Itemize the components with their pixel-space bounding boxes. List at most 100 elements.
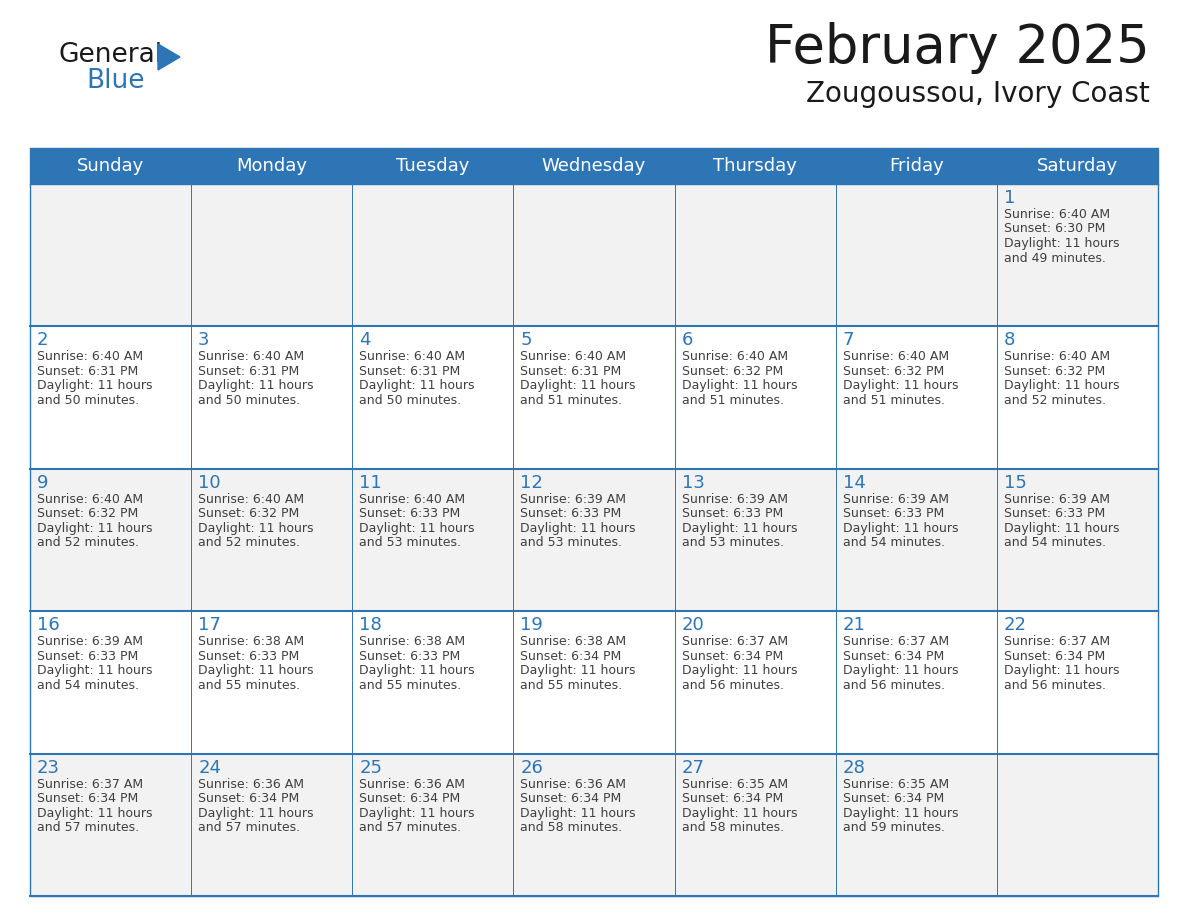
Text: Daylight: 11 hours: Daylight: 11 hours bbox=[37, 807, 152, 820]
Text: Sunrise: 6:37 AM: Sunrise: 6:37 AM bbox=[842, 635, 949, 648]
Text: and 51 minutes.: and 51 minutes. bbox=[682, 394, 784, 407]
Text: Daylight: 11 hours: Daylight: 11 hours bbox=[682, 521, 797, 535]
Text: and 52 minutes.: and 52 minutes. bbox=[1004, 394, 1106, 407]
Text: and 56 minutes.: and 56 minutes. bbox=[682, 678, 784, 691]
Text: 25: 25 bbox=[359, 758, 383, 777]
Text: Sunrise: 6:40 AM: Sunrise: 6:40 AM bbox=[198, 351, 304, 364]
Text: Thursday: Thursday bbox=[713, 157, 797, 175]
Text: Daylight: 11 hours: Daylight: 11 hours bbox=[842, 807, 959, 820]
Bar bbox=[30, 184, 1158, 327]
Text: Sunset: 6:33 PM: Sunset: 6:33 PM bbox=[682, 508, 783, 521]
Text: Sunset: 6:34 PM: Sunset: 6:34 PM bbox=[520, 792, 621, 805]
Text: Sunset: 6:34 PM: Sunset: 6:34 PM bbox=[842, 650, 944, 663]
Text: and 50 minutes.: and 50 minutes. bbox=[198, 394, 301, 407]
Text: Sunrise: 6:35 AM: Sunrise: 6:35 AM bbox=[842, 778, 949, 790]
Text: Monday: Monday bbox=[236, 157, 308, 175]
Text: 22: 22 bbox=[1004, 616, 1026, 634]
Text: Daylight: 11 hours: Daylight: 11 hours bbox=[359, 665, 475, 677]
Text: Sunset: 6:31 PM: Sunset: 6:31 PM bbox=[37, 364, 138, 378]
Bar bbox=[30, 148, 1158, 896]
Text: Wednesday: Wednesday bbox=[542, 157, 646, 175]
Text: Sunset: 6:34 PM: Sunset: 6:34 PM bbox=[359, 792, 461, 805]
Text: 4: 4 bbox=[359, 331, 371, 350]
Text: and 51 minutes.: and 51 minutes. bbox=[520, 394, 623, 407]
Text: 18: 18 bbox=[359, 616, 383, 634]
Text: Daylight: 11 hours: Daylight: 11 hours bbox=[359, 521, 475, 535]
Text: and 58 minutes.: and 58 minutes. bbox=[520, 821, 623, 834]
Text: Sunrise: 6:39 AM: Sunrise: 6:39 AM bbox=[1004, 493, 1110, 506]
Text: Sunset: 6:34 PM: Sunset: 6:34 PM bbox=[520, 650, 621, 663]
Text: Daylight: 11 hours: Daylight: 11 hours bbox=[520, 807, 636, 820]
Text: Sunset: 6:34 PM: Sunset: 6:34 PM bbox=[682, 650, 783, 663]
Text: 12: 12 bbox=[520, 474, 543, 492]
Text: Tuesday: Tuesday bbox=[396, 157, 469, 175]
Text: Sunset: 6:34 PM: Sunset: 6:34 PM bbox=[37, 792, 138, 805]
Text: and 56 minutes.: and 56 minutes. bbox=[1004, 678, 1106, 691]
Text: and 57 minutes.: and 57 minutes. bbox=[37, 821, 139, 834]
Text: and 51 minutes.: and 51 minutes. bbox=[842, 394, 944, 407]
Bar bbox=[30, 148, 1158, 184]
Text: and 54 minutes.: and 54 minutes. bbox=[842, 536, 944, 549]
Text: Sunset: 6:32 PM: Sunset: 6:32 PM bbox=[198, 508, 299, 521]
Bar bbox=[30, 148, 1158, 896]
Text: Sunset: 6:32 PM: Sunset: 6:32 PM bbox=[37, 508, 138, 521]
Text: Daylight: 11 hours: Daylight: 11 hours bbox=[37, 379, 152, 392]
Text: and 55 minutes.: and 55 minutes. bbox=[520, 678, 623, 691]
Text: 24: 24 bbox=[198, 758, 221, 777]
Text: Sunset: 6:32 PM: Sunset: 6:32 PM bbox=[682, 364, 783, 378]
Text: Sunrise: 6:39 AM: Sunrise: 6:39 AM bbox=[682, 493, 788, 506]
Text: Sunrise: 6:40 AM: Sunrise: 6:40 AM bbox=[1004, 351, 1110, 364]
Text: Daylight: 11 hours: Daylight: 11 hours bbox=[682, 665, 797, 677]
Text: and 52 minutes.: and 52 minutes. bbox=[198, 536, 301, 549]
Text: Sunset: 6:32 PM: Sunset: 6:32 PM bbox=[842, 364, 944, 378]
Text: Sunset: 6:33 PM: Sunset: 6:33 PM bbox=[359, 508, 461, 521]
Text: 7: 7 bbox=[842, 331, 854, 350]
Text: Sunrise: 6:40 AM: Sunrise: 6:40 AM bbox=[37, 493, 143, 506]
Text: Daylight: 11 hours: Daylight: 11 hours bbox=[520, 379, 636, 392]
Text: Sunrise: 6:39 AM: Sunrise: 6:39 AM bbox=[520, 493, 626, 506]
Text: Daylight: 11 hours: Daylight: 11 hours bbox=[198, 665, 314, 677]
Bar bbox=[30, 754, 1158, 896]
Text: and 49 minutes.: and 49 minutes. bbox=[1004, 252, 1106, 264]
Text: Sunrise: 6:40 AM: Sunrise: 6:40 AM bbox=[520, 351, 626, 364]
Text: February 2025: February 2025 bbox=[765, 22, 1150, 74]
Text: Sunset: 6:31 PM: Sunset: 6:31 PM bbox=[359, 364, 461, 378]
Text: Daylight: 11 hours: Daylight: 11 hours bbox=[842, 379, 959, 392]
Text: Sunrise: 6:37 AM: Sunrise: 6:37 AM bbox=[1004, 635, 1110, 648]
Text: Daylight: 11 hours: Daylight: 11 hours bbox=[520, 665, 636, 677]
Text: Daylight: 11 hours: Daylight: 11 hours bbox=[37, 521, 152, 535]
Text: Daylight: 11 hours: Daylight: 11 hours bbox=[37, 665, 152, 677]
Text: and 57 minutes.: and 57 minutes. bbox=[198, 821, 301, 834]
Text: Daylight: 11 hours: Daylight: 11 hours bbox=[198, 807, 314, 820]
Text: Daylight: 11 hours: Daylight: 11 hours bbox=[520, 521, 636, 535]
Text: Sunset: 6:33 PM: Sunset: 6:33 PM bbox=[842, 508, 944, 521]
Text: 5: 5 bbox=[520, 331, 532, 350]
Text: 15: 15 bbox=[1004, 474, 1026, 492]
Text: Sunrise: 6:40 AM: Sunrise: 6:40 AM bbox=[682, 351, 788, 364]
Text: Sunset: 6:34 PM: Sunset: 6:34 PM bbox=[198, 792, 299, 805]
Bar bbox=[30, 611, 1158, 754]
Text: Sunrise: 6:40 AM: Sunrise: 6:40 AM bbox=[198, 493, 304, 506]
Text: and 55 minutes.: and 55 minutes. bbox=[359, 678, 461, 691]
Text: Friday: Friday bbox=[889, 157, 943, 175]
Text: Daylight: 11 hours: Daylight: 11 hours bbox=[1004, 665, 1119, 677]
Text: Sunrise: 6:37 AM: Sunrise: 6:37 AM bbox=[682, 635, 788, 648]
Text: Daylight: 11 hours: Daylight: 11 hours bbox=[359, 807, 475, 820]
Text: Daylight: 11 hours: Daylight: 11 hours bbox=[842, 521, 959, 535]
Text: Sunrise: 6:37 AM: Sunrise: 6:37 AM bbox=[37, 778, 143, 790]
Text: Sunset: 6:31 PM: Sunset: 6:31 PM bbox=[198, 364, 299, 378]
Text: General: General bbox=[58, 42, 162, 68]
Text: 10: 10 bbox=[198, 474, 221, 492]
Text: Daylight: 11 hours: Daylight: 11 hours bbox=[1004, 379, 1119, 392]
Text: and 50 minutes.: and 50 minutes. bbox=[359, 394, 461, 407]
Text: 27: 27 bbox=[682, 758, 704, 777]
Text: Sunset: 6:34 PM: Sunset: 6:34 PM bbox=[842, 792, 944, 805]
Text: Zougoussou, Ivory Coast: Zougoussou, Ivory Coast bbox=[807, 80, 1150, 108]
Text: and 52 minutes.: and 52 minutes. bbox=[37, 536, 139, 549]
Text: Sunrise: 6:38 AM: Sunrise: 6:38 AM bbox=[359, 635, 466, 648]
Text: Sunset: 6:33 PM: Sunset: 6:33 PM bbox=[520, 508, 621, 521]
Text: Sunrise: 6:40 AM: Sunrise: 6:40 AM bbox=[359, 493, 466, 506]
Text: and 55 minutes.: and 55 minutes. bbox=[198, 678, 301, 691]
Text: 28: 28 bbox=[842, 758, 866, 777]
Text: Sunrise: 6:38 AM: Sunrise: 6:38 AM bbox=[520, 635, 626, 648]
